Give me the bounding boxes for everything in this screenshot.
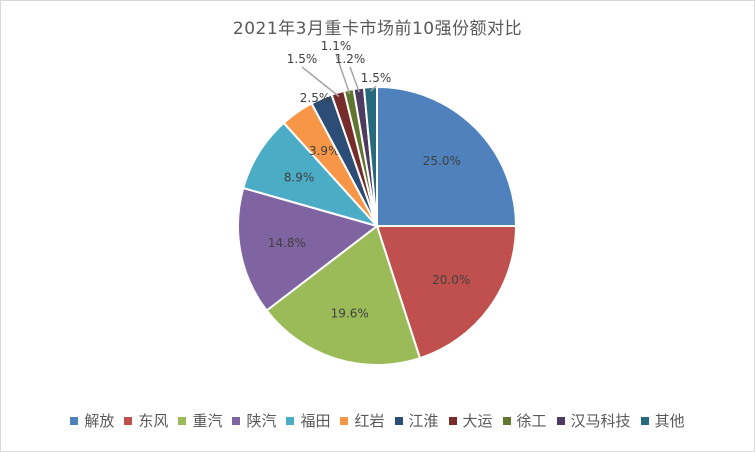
legend-item-8: 大运 (448, 410, 493, 431)
legend-swatch (502, 416, 511, 425)
legend-label: 红岩 (354, 412, 385, 430)
legend-label: 重汽 (192, 412, 223, 430)
legend-swatch (124, 416, 133, 425)
legend-item-10: 汉马科技 (556, 410, 631, 431)
slice-label-6: 3.9% (309, 144, 340, 158)
slice-label-4: 14.8% (268, 236, 306, 250)
leader-line-11 (370, 85, 377, 92)
legend-swatch (286, 416, 295, 425)
legend-label: 徐工 (516, 412, 547, 430)
legend-label: 解放 (84, 412, 115, 430)
legend-label: 汉马科技 (570, 412, 631, 430)
legend-swatch (178, 416, 187, 425)
leader-line-8 (301, 66, 340, 98)
pie-slice-11 (362, 85, 378, 227)
leader-line-9 (335, 53, 351, 95)
slice-label-1: 25.0% (423, 154, 461, 168)
legend-label: 东风 (138, 412, 169, 430)
legend-label: 江淮 (408, 412, 439, 430)
legend-item-9: 徐工 (502, 410, 547, 431)
legend-label: 福田 (300, 412, 331, 430)
slice-label-9: 1.1% (321, 39, 352, 53)
legend-label: 陕汽 (246, 412, 277, 430)
legend-item-3: 重汽 (178, 410, 222, 431)
legend-item-6: 红岩 (340, 410, 385, 431)
slice-label-3: 19.6% (331, 307, 369, 321)
slice-label-11: 1.5% (361, 71, 392, 85)
legend-item-5: 福田 (286, 410, 330, 431)
slice-label-10: 1.2% (335, 52, 366, 66)
legend-swatch (232, 416, 241, 425)
chart-title: 2021年3月重卡市场前10强份额对比 (232, 19, 523, 39)
leader-line-10 (349, 66, 360, 93)
slice-label-2: 20.0% (432, 273, 470, 287)
legend-label: 其他 (654, 412, 685, 430)
legend-item-1: 解放 (70, 410, 114, 431)
slice-label-5: 8.9% (284, 171, 315, 185)
legend-swatch (556, 416, 565, 425)
legend-swatch (340, 416, 349, 425)
legend-item-7: 江淮 (394, 410, 439, 431)
pie-slice-2 (375, 225, 518, 360)
slice-label-7: 2.5% (300, 91, 331, 105)
legend-swatch (70, 416, 79, 425)
chart-legend: 解放 东风 重汽 陕汽 福田 红岩 江淮 大运 徐工 汉马科技 其他 (0, 410, 755, 431)
legend-swatch (640, 416, 649, 425)
legend-swatch (394, 416, 403, 425)
pie-slice-4 (237, 186, 380, 312)
legend-item-4: 陕汽 (232, 410, 276, 431)
legend-item-2: 东风 (124, 410, 168, 431)
slice-label-8: 1.5% (287, 52, 318, 66)
legend-swatch (448, 416, 457, 425)
legend-label: 大运 (462, 412, 493, 430)
pie-slice-1 (376, 85, 518, 227)
pie-slice-3 (265, 224, 422, 366)
legend-item-11: 其他 (640, 410, 685, 431)
